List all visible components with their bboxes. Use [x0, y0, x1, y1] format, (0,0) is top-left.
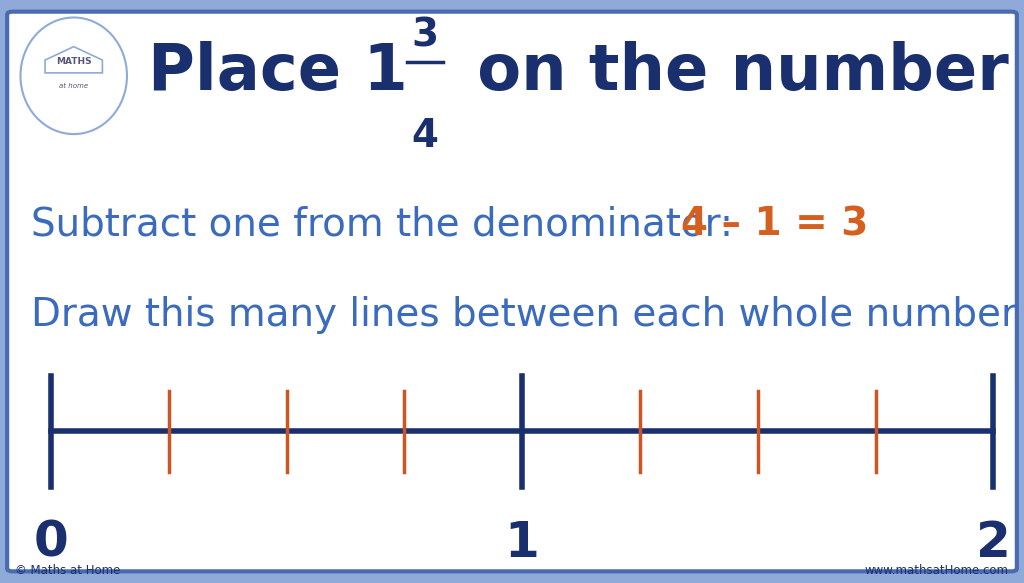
Text: on the number line: on the number line	[455, 41, 1024, 103]
Text: at home: at home	[59, 83, 88, 89]
Text: 3: 3	[412, 17, 438, 55]
Text: 1: 1	[505, 519, 540, 567]
Text: 2: 2	[976, 519, 1011, 567]
FancyBboxPatch shape	[7, 12, 1017, 571]
Text: © Maths at Home: © Maths at Home	[15, 564, 121, 577]
Text: Place 1: Place 1	[148, 41, 409, 103]
Text: 4 – 1 = 3: 4 – 1 = 3	[681, 205, 868, 244]
Text: MATHS: MATHS	[56, 57, 91, 66]
Text: Subtract one from the denominator:: Subtract one from the denominator:	[31, 205, 758, 244]
Text: 4: 4	[412, 117, 438, 154]
Ellipse shape	[20, 17, 127, 134]
Text: Draw this many lines between each whole number: Draw this many lines between each whole …	[31, 296, 1017, 334]
Text: www.mathsatHome.com: www.mathsatHome.com	[864, 564, 1009, 577]
Text: 0: 0	[34, 519, 69, 567]
